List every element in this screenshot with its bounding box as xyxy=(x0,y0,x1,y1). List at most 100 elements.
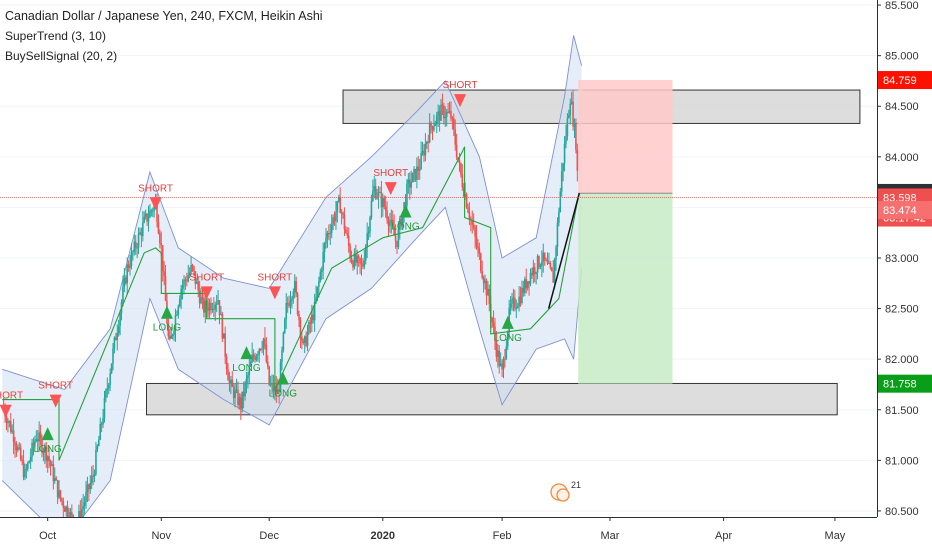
candle-body xyxy=(127,264,130,268)
candle-body xyxy=(98,439,100,447)
candle-body xyxy=(27,462,29,469)
candle-body xyxy=(495,340,498,357)
candle-body xyxy=(285,303,288,320)
candle-body xyxy=(421,150,424,154)
y-tick-label: 84.500 xyxy=(885,101,919,113)
candle-body xyxy=(252,354,255,358)
candle-body xyxy=(319,272,322,281)
candle-body xyxy=(251,354,253,362)
candle-body xyxy=(556,222,559,248)
candle-body xyxy=(296,293,299,315)
candle-body xyxy=(566,118,569,137)
candle-body xyxy=(241,391,244,409)
candle-body xyxy=(336,201,339,213)
candle-body xyxy=(248,366,251,376)
candle-body xyxy=(302,341,305,344)
candle-body xyxy=(46,456,49,461)
candle-body xyxy=(262,338,265,349)
candle-body xyxy=(211,308,214,310)
price-label-bg xyxy=(878,201,932,220)
candle-body xyxy=(191,265,194,267)
short-label: SHORT xyxy=(373,168,408,179)
candle-body xyxy=(295,280,297,294)
candle-body xyxy=(180,288,182,300)
candle-body xyxy=(572,101,574,127)
short-label: SHORT xyxy=(138,183,173,194)
candle-body xyxy=(497,350,499,357)
chart-title[interactable]: Canadian Dollar / Japanese Yen, 240, FXC… xyxy=(5,9,323,23)
candle-body xyxy=(225,356,228,370)
candle-body xyxy=(518,296,520,307)
candle-body xyxy=(231,379,234,387)
buy-signal-icon xyxy=(399,204,412,218)
candle-body xyxy=(284,319,286,333)
candle-body xyxy=(224,333,226,357)
candle-body xyxy=(56,480,59,498)
candle-body xyxy=(190,265,192,273)
candle-body xyxy=(9,421,12,432)
candle-body xyxy=(460,163,462,175)
candle-body xyxy=(364,246,367,261)
candle-body xyxy=(80,509,83,520)
candle-body xyxy=(269,383,272,385)
y-tick-label: 81.000 xyxy=(885,455,919,467)
candle-body xyxy=(403,202,405,213)
sell-signal-icon xyxy=(149,197,162,211)
x-tick-label: Mar xyxy=(601,530,620,542)
candle-body xyxy=(238,397,241,405)
candle-body xyxy=(453,118,455,130)
candle-body xyxy=(383,198,386,207)
x-tick-label: Apr xyxy=(715,530,732,542)
long-label: LONG xyxy=(232,363,261,374)
candle-body xyxy=(78,511,80,523)
candle-body xyxy=(126,264,128,284)
candle-body xyxy=(531,272,533,276)
candle-body xyxy=(41,438,43,453)
candle-body xyxy=(492,322,495,327)
candle-body xyxy=(568,115,570,119)
candle-body xyxy=(146,213,148,222)
candle-body xyxy=(276,390,279,395)
candle-body xyxy=(55,477,57,481)
candle-body xyxy=(298,314,300,320)
candle-body xyxy=(85,491,87,503)
candle-body xyxy=(110,363,113,374)
indicator-buysellsignal[interactable]: BuySellSignal (20, 2) xyxy=(5,49,118,63)
candle-body xyxy=(465,194,468,208)
candle-body xyxy=(8,421,11,423)
chart-legend: Canadian Dollar / Japanese Yen, 240, FXC… xyxy=(5,6,323,66)
candle-body xyxy=(536,256,539,273)
candle-body xyxy=(397,228,400,247)
candle-body xyxy=(31,442,33,457)
candle-body xyxy=(461,174,464,188)
take-profit-zone xyxy=(578,193,673,384)
supertrend-line xyxy=(2,146,579,461)
candle-body xyxy=(370,200,373,218)
candle-body xyxy=(433,126,435,131)
candle-body xyxy=(92,475,94,477)
indicator-supertrend[interactable]: SuperTrend (3, 10) xyxy=(5,29,106,43)
candle-body xyxy=(303,336,306,344)
candle-body xyxy=(427,141,430,143)
candle-body xyxy=(39,432,42,439)
candle-body xyxy=(200,297,202,304)
candle-body xyxy=(71,512,73,516)
candle-body xyxy=(112,348,114,364)
candle-body xyxy=(194,271,197,284)
x-tick-label: Nov xyxy=(151,530,171,542)
candle-body xyxy=(562,163,564,172)
candle-body xyxy=(315,296,317,302)
candle-body xyxy=(122,287,124,302)
supertrend-layer xyxy=(0,146,877,461)
candle-body xyxy=(377,191,380,198)
candle-body xyxy=(501,363,503,370)
candle-body xyxy=(414,168,417,180)
sell-signal-icon xyxy=(0,404,12,418)
candle-body xyxy=(25,468,28,470)
candle-body xyxy=(438,111,441,121)
candle-body xyxy=(204,300,207,313)
candle-body xyxy=(560,171,563,192)
candle-body xyxy=(32,442,35,446)
